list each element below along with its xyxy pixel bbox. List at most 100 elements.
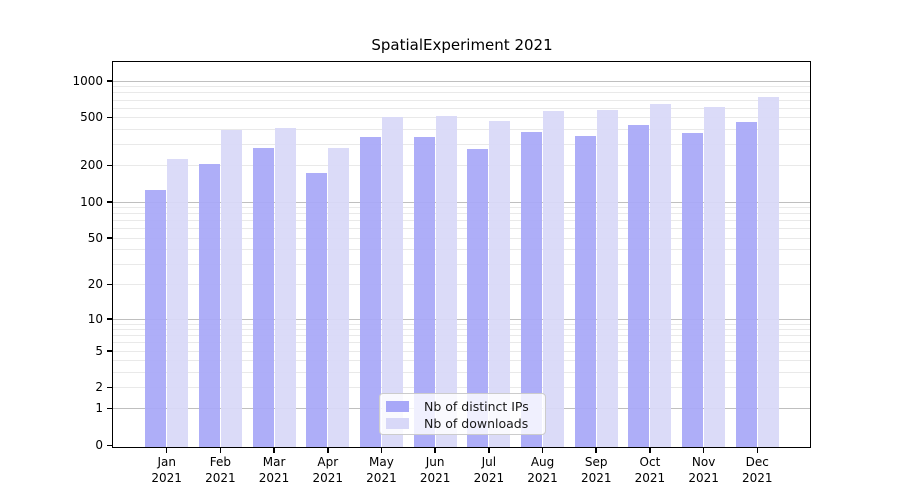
- bar-apr-distinct-ips: [306, 173, 328, 447]
- y-tick-mark: [107, 318, 113, 320]
- gridline-minor: [113, 329, 811, 331]
- legend-swatch-distinct-ips: [386, 401, 409, 412]
- y-tick-label: 2: [95, 380, 103, 395]
- gridline-minor: [113, 220, 811, 222]
- bar-jul-downloads: [489, 120, 511, 447]
- gridline-minor: [113, 284, 811, 286]
- x-tick-label-feb: Feb 2021: [205, 455, 236, 485]
- x-tick-mark: [327, 448, 329, 453]
- bar-aug-distinct-ips: [521, 131, 543, 447]
- bar-jun-distinct-ips: [413, 136, 435, 447]
- x-tick-mark: [649, 448, 651, 453]
- gridline-minor: [113, 249, 811, 251]
- legend-label-downloads: Nb of downloads: [424, 416, 529, 431]
- y-tick-label: 50: [87, 230, 103, 245]
- y-tick-label: 100: [80, 194, 103, 209]
- y-tick-label: 500: [80, 110, 103, 125]
- bar-jun-downloads: [435, 116, 457, 447]
- x-tick-label-sep: Sep 2021: [580, 455, 612, 485]
- x-tick-mark: [488, 448, 490, 453]
- bar-mar-downloads: [274, 128, 296, 447]
- gridline-minor: [113, 117, 811, 119]
- y-tick-mark: [107, 386, 113, 389]
- bar-oct-downloads: [650, 104, 672, 447]
- gridline-minor: [113, 228, 811, 230]
- x-tick-mark: [756, 448, 759, 453]
- y-tick-mark: [107, 164, 113, 167]
- legend-item-distinct-ips: Nb of distinct IPs: [386, 398, 545, 415]
- x-tick-label-may: May 2021: [366, 455, 397, 485]
- gridline-minor: [113, 350, 811, 352]
- bar-may-distinct-ips: [359, 136, 381, 447]
- bar-sep-downloads: [596, 109, 618, 447]
- x-tick-mark: [595, 448, 597, 453]
- bar-may-downloads: [381, 116, 403, 447]
- y-tick-label: 200: [80, 158, 103, 173]
- gridline-minor: [113, 92, 811, 94]
- bar-jul-distinct-ips: [467, 149, 489, 447]
- bar-sep-distinct-ips: [574, 135, 596, 447]
- x-tick-mark: [219, 448, 222, 453]
- gridline-major: [113, 318, 811, 320]
- y-tick-mark: [107, 201, 113, 203]
- bar-nov-distinct-ips: [682, 133, 704, 447]
- bar-feb-distinct-ips: [198, 164, 220, 447]
- x-tick-mark: [541, 448, 544, 453]
- y-tick-label: 10: [87, 311, 103, 326]
- gridline-minor: [113, 107, 811, 109]
- y-tick-mark: [107, 116, 113, 119]
- bar-apr-downloads: [328, 147, 350, 447]
- y-tick-label: 1: [95, 401, 103, 416]
- gridline-major: [113, 80, 811, 82]
- gridline-minor: [113, 387, 811, 389]
- chart-title: SpatialExperiment 2021: [371, 36, 553, 54]
- y-tick-mark: [107, 407, 113, 410]
- bar-jan-downloads: [167, 158, 189, 447]
- x-tick-mark: [380, 448, 383, 453]
- gridline-minor: [113, 144, 811, 146]
- gridline-minor: [113, 99, 811, 101]
- y-tick-label: 1000: [72, 73, 103, 88]
- x-tick-label-oct: Oct 2021: [634, 455, 666, 485]
- gridline-minor: [113, 323, 811, 325]
- x-tick-label-aug: Aug 2021: [527, 455, 558, 485]
- legend-item-downloads: Nb of downloads: [386, 415, 545, 432]
- gridline-minor: [113, 342, 811, 344]
- y-tick-label: 5: [95, 343, 103, 358]
- legend: Nb of distinct IPs Nb of downloads: [379, 393, 546, 435]
- x-tick-mark: [434, 448, 436, 453]
- x-tick-label-nov: Nov 2021: [688, 455, 719, 485]
- x-tick-mark: [165, 448, 168, 453]
- y-tick-label: 0: [95, 438, 103, 452]
- bar-aug-downloads: [543, 111, 565, 447]
- legend-label-distinct-ips: Nb of distinct IPs: [424, 399, 529, 414]
- gridline-minor: [113, 165, 811, 167]
- gridline-minor: [113, 213, 811, 215]
- y-tick-mark: [107, 237, 113, 239]
- x-tick-label-mar: Mar 2021: [258, 455, 290, 485]
- x-tick-label-jan: Jan 2021: [151, 455, 182, 485]
- x-tick-label-dec: Dec 2021: [742, 455, 773, 485]
- bar-feb-downloads: [220, 130, 242, 447]
- x-tick-label-jul: Jul 2021: [473, 455, 505, 485]
- gridline-minor: [113, 263, 811, 265]
- gridline-minor: [113, 335, 811, 337]
- y-tick-label: 20: [87, 277, 103, 292]
- plot-area: [113, 62, 811, 447]
- gridline-major: [113, 201, 811, 203]
- bar-nov-downloads: [704, 107, 726, 447]
- gridline-minor: [113, 360, 811, 362]
- bar-oct-distinct-ips: [628, 124, 650, 447]
- legend-swatch-downloads: [386, 418, 409, 429]
- gridline-minor: [113, 86, 811, 88]
- gridline-minor: [113, 207, 811, 209]
- bar-jan-distinct-ips: [145, 190, 167, 447]
- bar-dec-distinct-ips: [735, 122, 757, 447]
- bar-dec-downloads: [757, 96, 779, 447]
- gridline-minor: [113, 128, 811, 130]
- y-tick-mark: [107, 350, 113, 352]
- gridline-minor: [113, 371, 811, 373]
- y-tick-mark: [107, 444, 113, 446]
- x-tick-mark: [702, 448, 705, 453]
